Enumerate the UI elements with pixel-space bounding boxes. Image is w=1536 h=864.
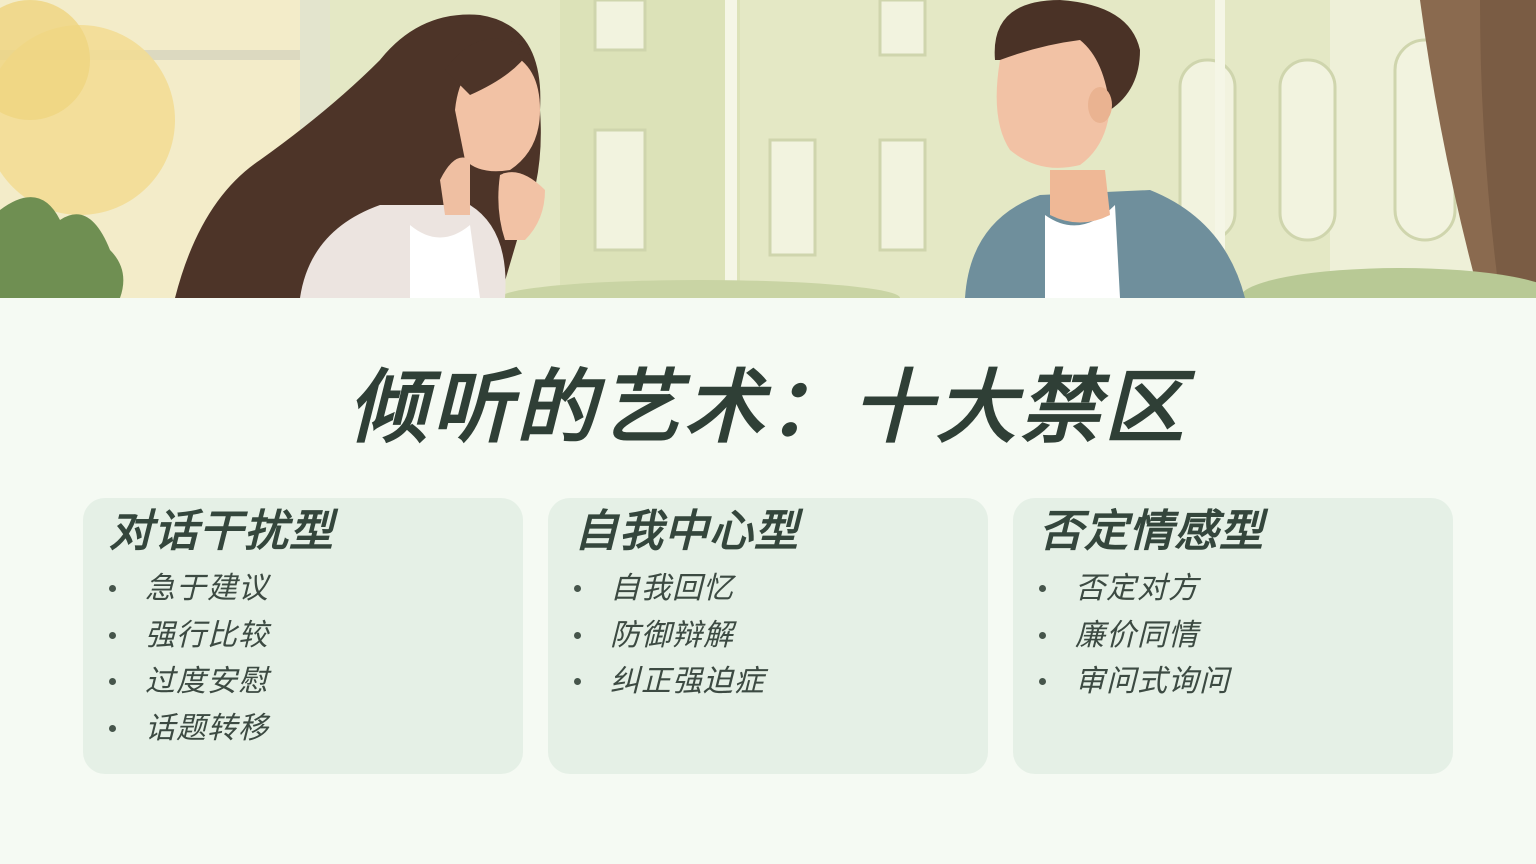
man-figure [965, 0, 1245, 298]
bullet-icon [574, 585, 581, 592]
card-list: 急于建议 强行比较 过度安慰 话题转移 [109, 566, 523, 752]
card-heading: 自我中心型 [574, 506, 799, 557]
list-item-label: 过度安慰 [145, 664, 269, 699]
card-conversation-interference: 对话干扰型 急于建议 强行比较 过度安慰 话题转移 [83, 498, 523, 774]
list-item: 强行比较 [109, 613, 523, 660]
list-item-label: 纠正强迫症 [610, 664, 765, 699]
list-item-label: 否定对方 [1075, 571, 1199, 606]
list-item-label: 廉价同情 [1075, 617, 1199, 653]
conversation-illustration [0, 0, 1536, 298]
card-list: 自我回忆 防御辩解 纠正强迫症 [574, 566, 988, 706]
list-item: 过度安慰 [109, 659, 523, 706]
list-item-label: 审问式询问 [1075, 664, 1230, 699]
list-item-label: 话题转移 [145, 710, 269, 746]
list-item-label: 防御辩解 [610, 617, 734, 653]
list-item-label: 急于建议 [145, 571, 269, 606]
card-emotion-denial: 否定情感型 否定对方 廉价同情 审问式询问 [1013, 498, 1453, 774]
card-heading: 否定情感型 [1039, 506, 1264, 557]
woman-figure [175, 14, 545, 298]
category-cards: 对话干扰型 急于建议 强行比较 过度安慰 话题转移 自我中心型 自我回忆 防御辩… [83, 498, 1453, 774]
list-item: 防御辩解 [574, 613, 988, 660]
bullet-icon [1039, 678, 1046, 685]
card-heading: 对话干扰型 [109, 506, 334, 557]
bullet-icon [109, 585, 116, 592]
bullet-icon [574, 678, 581, 685]
list-item: 话题转移 [109, 706, 523, 753]
list-item: 廉价同情 [1039, 613, 1453, 660]
bullet-icon [109, 678, 116, 685]
list-item: 急于建议 [109, 566, 523, 613]
card-self-centered: 自我中心型 自我回忆 防御辩解 纠正强迫症 [548, 498, 988, 774]
bullet-icon [574, 631, 581, 639]
page-title: 倾听的艺术：十大禁区 [348, 361, 1188, 454]
banner-illustration [0, 0, 1536, 298]
bullet-icon [1039, 631, 1046, 639]
card-list: 否定对方 廉价同情 审问式询问 [1039, 566, 1453, 706]
list-item: 自我回忆 [574, 566, 988, 613]
list-item: 否定对方 [1039, 566, 1453, 613]
bullet-icon [1039, 585, 1046, 592]
list-item-label: 自我回忆 [610, 571, 734, 606]
bullet-icon [109, 631, 116, 639]
list-item-label: 强行比较 [145, 617, 269, 653]
list-item: 纠正强迫症 [574, 659, 988, 706]
list-item: 审问式询问 [1039, 659, 1453, 706]
bullet-icon [109, 724, 116, 732]
